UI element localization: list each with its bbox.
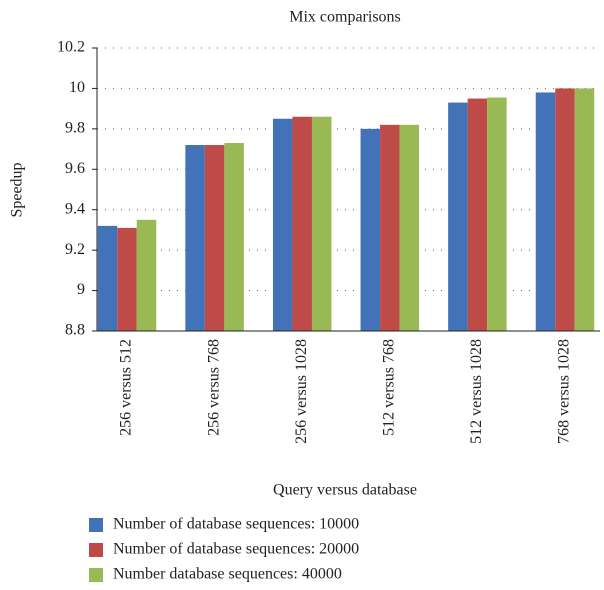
legend-swatch: [89, 543, 103, 557]
legend-swatch: [89, 568, 103, 582]
bar: [224, 143, 244, 331]
bar: [574, 88, 595, 331]
x-tick-label: 512 versus 1028: [468, 339, 485, 444]
y-tick-label: 9.6: [65, 160, 85, 177]
y-tick-label: 8.8: [65, 322, 85, 339]
bar: [136, 219, 157, 331]
legend-label: Number of database sequences: 20000: [113, 541, 359, 558]
legend-swatch: [89, 518, 103, 532]
x-tick-label: 512 versus 768: [380, 339, 397, 436]
y-tick-label: 10.2: [57, 39, 85, 56]
y-tick-label: 10: [69, 79, 85, 96]
legend-label: Number database sequences: 40000: [113, 566, 342, 583]
y-axis-label: Speedup: [9, 162, 26, 217]
x-tick-label: 256 versus 1028: [293, 339, 310, 444]
bar: [97, 225, 118, 331]
bar: [399, 124, 420, 331]
bar: [467, 98, 488, 332]
bar: [185, 145, 205, 331]
bar: [535, 92, 556, 331]
bar: [117, 227, 137, 331]
bar: [380, 124, 400, 331]
bar: [272, 118, 293, 331]
x-tick-label: 256 versus 768: [205, 339, 222, 436]
bar: [292, 116, 312, 331]
chart-title: Mix comparisons: [289, 9, 401, 26]
bar: [448, 102, 468, 331]
x-tick-label: 768 versus 1028: [556, 339, 573, 444]
y-tick-label: 9.4: [65, 200, 85, 217]
bar: [311, 116, 332, 331]
y-tick-label: 9.2: [65, 241, 85, 258]
y-tick-label: 9.8: [65, 120, 85, 137]
bar: [204, 145, 225, 331]
bar: [487, 97, 507, 332]
y-tick-label: 9: [77, 281, 85, 298]
x-tick-label: 256 versus 512: [118, 339, 135, 436]
bar: [555, 88, 575, 331]
x-axis-label: Query versus database: [273, 482, 417, 499]
legend-label: Number of database sequences: 10000: [113, 516, 359, 533]
bar: [360, 128, 381, 331]
